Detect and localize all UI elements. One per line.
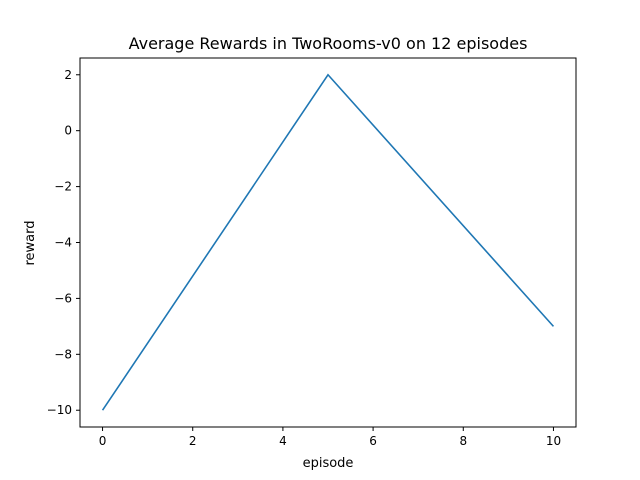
- x-tick-label: 8: [459, 434, 467, 448]
- chart-title: Average Rewards in TwoRooms-v0 on 12 epi…: [129, 34, 528, 53]
- y-axis: −10 −8 −6 −4 −2 0 2: [47, 68, 80, 417]
- y-axis-label: reward: [23, 220, 38, 265]
- series-lines: [101, 73, 555, 411]
- series-line: [101, 73, 555, 411]
- y-tick-label: −10: [47, 403, 72, 417]
- x-tick-label: 0: [99, 434, 107, 448]
- y-tick-label: −8: [54, 347, 72, 361]
- x-tick-label: 10: [546, 434, 561, 448]
- x-axis-label: episode: [303, 456, 354, 471]
- y-tick-label: 0: [64, 124, 72, 138]
- x-tick-label: 4: [279, 434, 287, 448]
- y-tick-label: −6: [54, 291, 72, 305]
- x-tick-label: 6: [369, 434, 377, 448]
- y-tick-label: 2: [64, 68, 72, 82]
- x-tick-label: 2: [189, 434, 197, 448]
- x-axis: 0 2 4 6 8 10: [99, 427, 561, 448]
- y-tick-label: −2: [54, 180, 72, 194]
- y-tick-label: −4: [54, 236, 72, 250]
- plot-frame: [79, 57, 577, 428]
